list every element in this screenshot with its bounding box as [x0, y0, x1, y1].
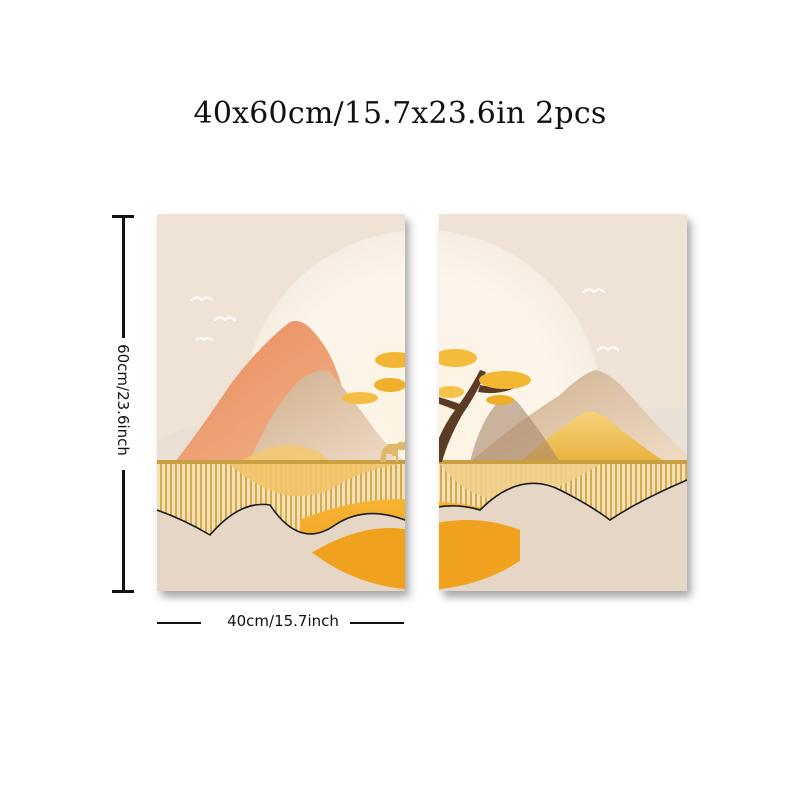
canvas-panel-left [157, 214, 405, 591]
width-line-left [157, 622, 201, 624]
size-title: 40x60cm/15.7x23.6in 2pcs [193, 96, 607, 131]
height-tick-bottom [112, 590, 134, 593]
artwork-left [157, 214, 405, 591]
height-tick-top [112, 215, 134, 218]
artwork-right [439, 214, 687, 591]
width-label: 40cm/15.7inch [227, 612, 339, 630]
height-label: 60cm/23.6inch [114, 344, 132, 456]
width-line-right [350, 622, 404, 624]
height-line-top [122, 216, 125, 338]
canvas-panel-right [439, 214, 687, 591]
height-line-bottom [122, 470, 125, 592]
